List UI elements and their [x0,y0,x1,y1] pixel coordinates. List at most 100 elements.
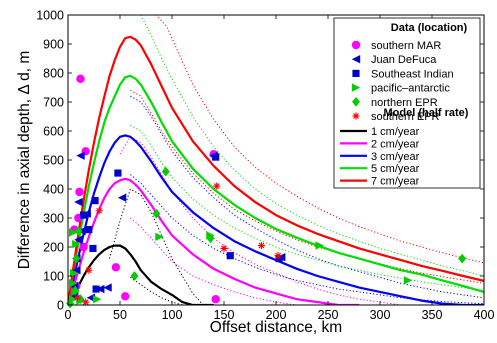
legend-label-juan-defuca: Juan DeFuca [371,54,437,66]
legend-label-southern-epr: southern EPR [371,111,440,123]
data-point-southern-epr [85,266,93,274]
data-point-southeast-indian [91,197,99,205]
data-point-pacific-antarctic [72,239,81,249]
data-point-southern-mar [121,292,130,301]
model-7-cm-year-upper-bound [135,15,484,264]
x-tick-label: 0 [65,308,72,322]
data-point-juan-defuca [117,193,127,202]
data-point-southern-epr [257,241,266,250]
model-7-cm-year-lower-bound [130,89,484,284]
x-tick-label: 100 [162,308,183,322]
data-point-northern-epr [152,208,161,219]
data-point-southeast-indian [92,285,100,293]
legend-marker-southeast-indian [352,69,360,77]
data-point-northern-epr [458,253,467,264]
legend-label-1-cm-year: 1 cm/year [371,126,420,138]
data-point-northern-epr [72,253,81,264]
data-point-northern-epr [161,166,170,177]
data-point-southeast-indian [275,255,283,263]
legend-label-southeast-indian: Southeast Indian [371,68,454,80]
y-tick-label: 800 [43,67,64,81]
model-3-cm-year-lower-bound [130,174,484,305]
data-point-southeast-indian [80,211,88,219]
data-point-juan-defuca [96,284,105,294]
data-point-pacific-antarctic [403,276,413,285]
legend-marker-juan-defuca [351,55,361,64]
legend: Data (location) Model (half rate) southe… [333,17,481,189]
data-point-southern-epr [220,244,228,253]
data-point-pacific-antarctic [92,295,102,304]
data-point-southeast-indian [85,226,93,234]
y-tick-label: 500 [43,154,64,168]
data-point-juan-defuca [74,197,83,207]
model-curve-7-cm-year [68,35,484,305]
data-point-southern-mar [75,187,84,197]
x-tick-label: 200 [266,308,287,322]
legend-marker-pacific-antarctic [351,83,361,92]
legend-label-2-cm-year: 2 cm/year [371,138,420,150]
plot-series [68,15,484,305]
x-tick-label: 350 [422,308,443,322]
data-point-southeast-indian [226,252,234,260]
legend-label-7-cm-year: 7 cm/year [371,176,420,188]
y-tick-label: 100 [43,270,64,284]
data-point-juan-defuca [72,266,81,275]
legend-model-heading: Model (half rate) [384,107,469,119]
legend-label-pacific-antarctic: pacific–antarctic [371,83,450,95]
model-curve-3-cm-year [68,134,484,305]
data-point-southeast-indian [114,169,122,177]
y-axis-title: Difference in axial depth, Δ d, m [16,51,33,270]
data-points [66,74,467,309]
model-curve-1-cm-year [68,244,214,305]
data-point-pacific-antarctic [69,279,78,288]
data-point-southern-mar [211,295,220,304]
data-point-northern-epr [206,233,215,244]
data-point-southeast-indian [89,244,97,253]
data-point-pacific-antarctic [69,228,78,237]
data-point-juan-defuca [76,151,85,160]
legend-marker-northern-epr [352,96,360,107]
y-tick-label: 1000 [36,9,64,23]
y-tick-label: 700 [43,96,64,110]
data-point-northern-epr [130,271,139,281]
data-point-southern-mar [76,74,85,84]
y-tick-label: 600 [43,125,64,139]
x-tick-label: 400 [474,308,495,322]
data-point-juan-defuca [103,283,112,292]
data-point-pacific-antarctic [315,241,324,250]
data-point-southern-mar [79,242,88,252]
data-point-northern-epr [71,285,80,296]
x-axis-title: Offset distance, km [210,319,342,336]
legend-label-southern-mar: southern MAR [371,40,441,52]
legend-items: southern MAR Juan DeFuca Southeast Indian p… [340,40,454,188]
x-tick-label: 300 [370,308,391,322]
model-curve-5-cm-year [68,74,484,305]
data-point-southern-epr [73,294,81,302]
data-point-northern-epr [74,226,83,236]
legend-label-5-cm-year: 5 cm/year [371,163,420,175]
data-point-southern-epr [95,207,103,215]
y-tick-label: 300 [43,212,64,226]
x-tick-label: 250 [318,308,339,322]
x-tick-label: 150 [214,308,235,322]
data-point-southeast-indian [212,153,220,161]
data-point-pacific-antarctic [155,232,164,242]
x-tick-label: 50 [113,308,127,322]
y-tick-label: 0 [57,299,64,313]
axes: 0 50 100 150 200 250 300 350 400 0 100 200 300 400 500… [36,9,494,323]
data-point-southern-epr [82,298,90,306]
y-tick-label: 400 [43,183,64,197]
data-point-southern-epr [274,252,282,260]
data-point-southern-mar [111,263,121,272]
data-point-juan-defuca [74,235,83,244]
model-5-cm-year-lower-bound [130,124,484,291]
legend-marker-southern-epr [352,112,360,120]
y-tick-label: 900 [43,38,64,52]
legend-label-northern-epr: northern EPR [371,97,438,109]
legend-data-heading: Data (location) [391,22,468,34]
data-point-southern-epr [213,182,221,190]
data-point-pacific-antarctic [70,268,79,278]
y-tick-label: 200 [43,241,64,255]
legend-label-3-cm-year: 3 cm/year [371,151,420,163]
